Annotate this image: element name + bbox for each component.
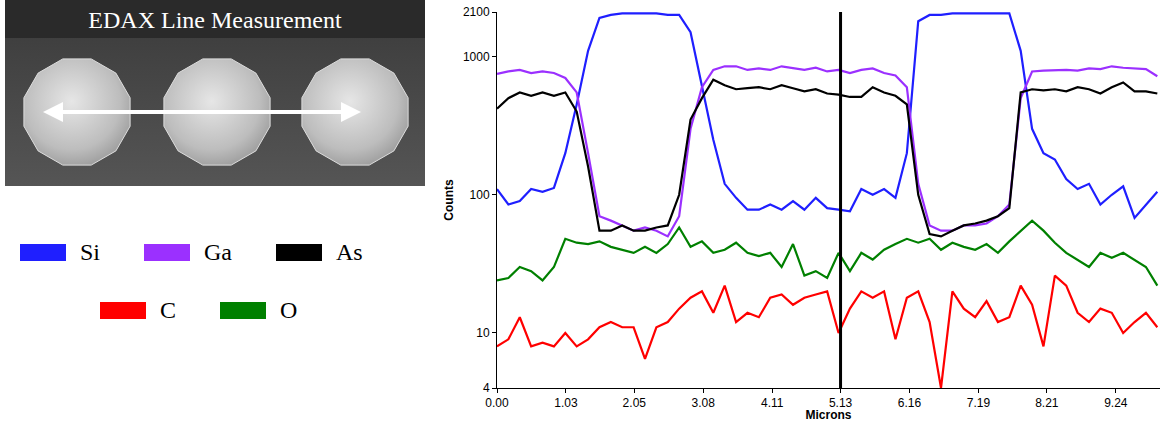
svg-text:4: 4 [483, 381, 490, 395]
svg-text:2.05: 2.05 [623, 396, 647, 410]
svg-text:1.03: 1.03 [554, 396, 578, 410]
html-text:O: O [280, 296, 298, 323]
svg-text:6.16: 6.16 [898, 396, 922, 410]
svg-text:0.00: 0.00 [485, 396, 509, 410]
svg-text:100: 100 [470, 188, 490, 202]
svg-text:Counts: Counts [442, 179, 456, 221]
html-text:As: As [336, 238, 363, 265]
html-text:Ga: Ga [204, 238, 232, 265]
html-text:C: C [160, 296, 176, 323]
svg-text:7.19: 7.19 [967, 396, 991, 410]
svg-text:5.13: 5.13 [829, 396, 853, 410]
svg-text:9.24: 9.24 [1104, 396, 1128, 410]
svg-text:2100: 2100 [463, 5, 490, 19]
svg-text:3.08: 3.08 [692, 396, 716, 410]
svg-text:10: 10 [476, 326, 490, 340]
svg-text:EDAX Line Measurement: EDAX Line Measurement [88, 7, 342, 33]
html-text:Si: Si [80, 238, 100, 265]
svg-text:Microns: Microns [805, 408, 851, 422]
svg-text:1000: 1000 [463, 50, 490, 64]
svg-text:8.21: 8.21 [1035, 396, 1059, 410]
svg-text:4.11: 4.11 [761, 396, 784, 410]
